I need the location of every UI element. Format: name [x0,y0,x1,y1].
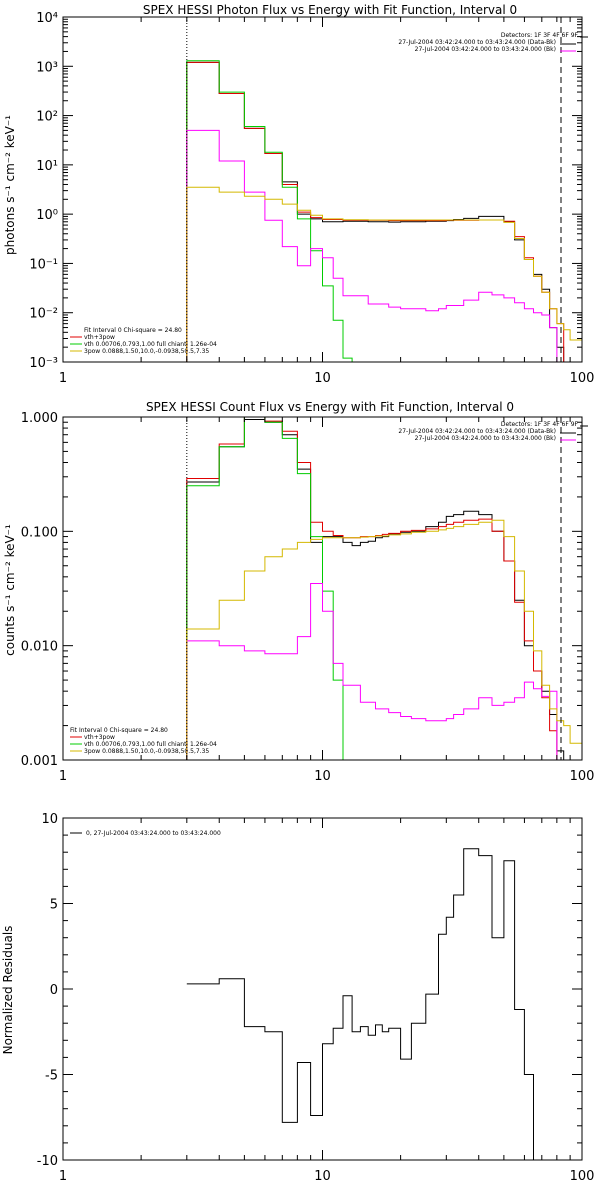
count-flux-panel: SPEX HESSI Count Flux vs Energy with Fit… [3,400,579,755]
y-tick-label: -10 [37,1154,58,1169]
y-axis-label: counts s⁻¹ cm⁻² keV⁻¹ [3,524,17,656]
x-tick-label: 1 [59,1169,67,1184]
y-axis-label: photons s⁻¹ cm⁻² keV⁻¹ [3,115,17,255]
photon-flux-panel: SPEX HESSI Photon Flux vs Energy with Fi… [3,3,579,355]
legend-model: vth+3pow [84,734,115,741]
x-tick-label: 10 [314,1169,331,1184]
chart-title: SPEX HESSI Count Flux vs Energy with Fit… [146,400,514,414]
y-tick-label: 10⁴ [36,11,58,26]
y-tick-label: 10⁻² [29,307,58,322]
x-tick-label: 10 [314,371,331,386]
x-tick-label: 100 [570,769,595,784]
series-thermal [186,417,344,760]
y-tick-label: 5 [50,898,58,913]
y-tick-label: 0 [50,983,58,998]
series-nonthermal [186,186,582,362]
series-powerlaw [186,129,558,362]
x-tick-label: 1 [59,371,67,386]
y-tick-label: 10 [41,812,58,827]
legend-bk: 27-Jul-2004 03:42:24.000 to 03:43:24.000… [415,46,556,53]
legend-bk: 27-Jul-2004 03:42:24.000 to 03:43:24.000… [415,435,556,442]
legend-detectors: Detectors: 1F 3F 4F 6F 9F [501,32,579,39]
residuals-panel: Normalized Residuals 0, 27-Jul-2004 03:4… [1,830,221,1054]
legend-data-bk: 27-Jul-2004 03:42:24.000 to 03:43:24.000… [398,39,556,46]
y-tick-label: -5 [45,1069,58,1084]
legend-detectors: Detectors: 1F 3F 4F 6F 9F [501,421,579,428]
y-tick-label: 10³ [36,60,58,75]
legend-data-bk: 27-Jul-2004 03:42:24.000 to 03:43:24.000… [398,428,556,435]
series-nonthermal [186,519,582,760]
legend-interval: 0, 27-Jul-2004 03:43:24.000 to 03:43:24.… [86,830,221,837]
legend-fit-interval: Fit Interval 0 Chi-square = 24.80 [70,727,168,734]
y-tick-label: 0.001 [21,754,58,769]
x-tick-label: 10 [314,769,331,784]
x-tick-label: 100 [570,371,595,386]
y-tick-label: 0.100 [21,525,58,540]
y-tick-label: 10² [36,110,58,125]
y-axis-label: Normalized Residuals [1,926,15,1055]
series-data [186,848,557,1160]
legend-3pow-params: 3pow 0.0888,1.50,10.0,-0.0938,50.5,7.35 [84,748,209,755]
legend-vth-params: vth 0.00706,0.793,1.00 full chianti 1.26… [84,741,217,748]
chart-title: SPEX HESSI Photon Flux vs Energy with Fi… [143,3,517,17]
x-tick-label: 100 [570,1169,595,1184]
legend-fit-interval: Fit Interval 0 Chi-square = 24.80 [84,327,182,334]
legend-model: vth+3pow [84,334,115,341]
y-tick-label: 10⁻¹ [29,257,58,272]
y-tick-label: 10¹ [36,159,58,174]
series-thermal [186,60,353,362]
legend-3pow-params: 3pow 0.0888,1.50,10.0,-0.0938,50.5,7.35 [84,348,209,355]
y-tick-label: 10⁻³ [29,356,58,371]
y-tick-label: 10⁰ [36,208,58,223]
y-tick-label: 1.000 [21,411,58,426]
x-tick-label: 1 [59,769,67,784]
y-tick-label: 0.010 [21,640,58,655]
legend-vth-params: vth 0.00706,0.793,1.00 full chianti 1.26… [84,341,217,348]
series-powerlaw [186,583,558,760]
